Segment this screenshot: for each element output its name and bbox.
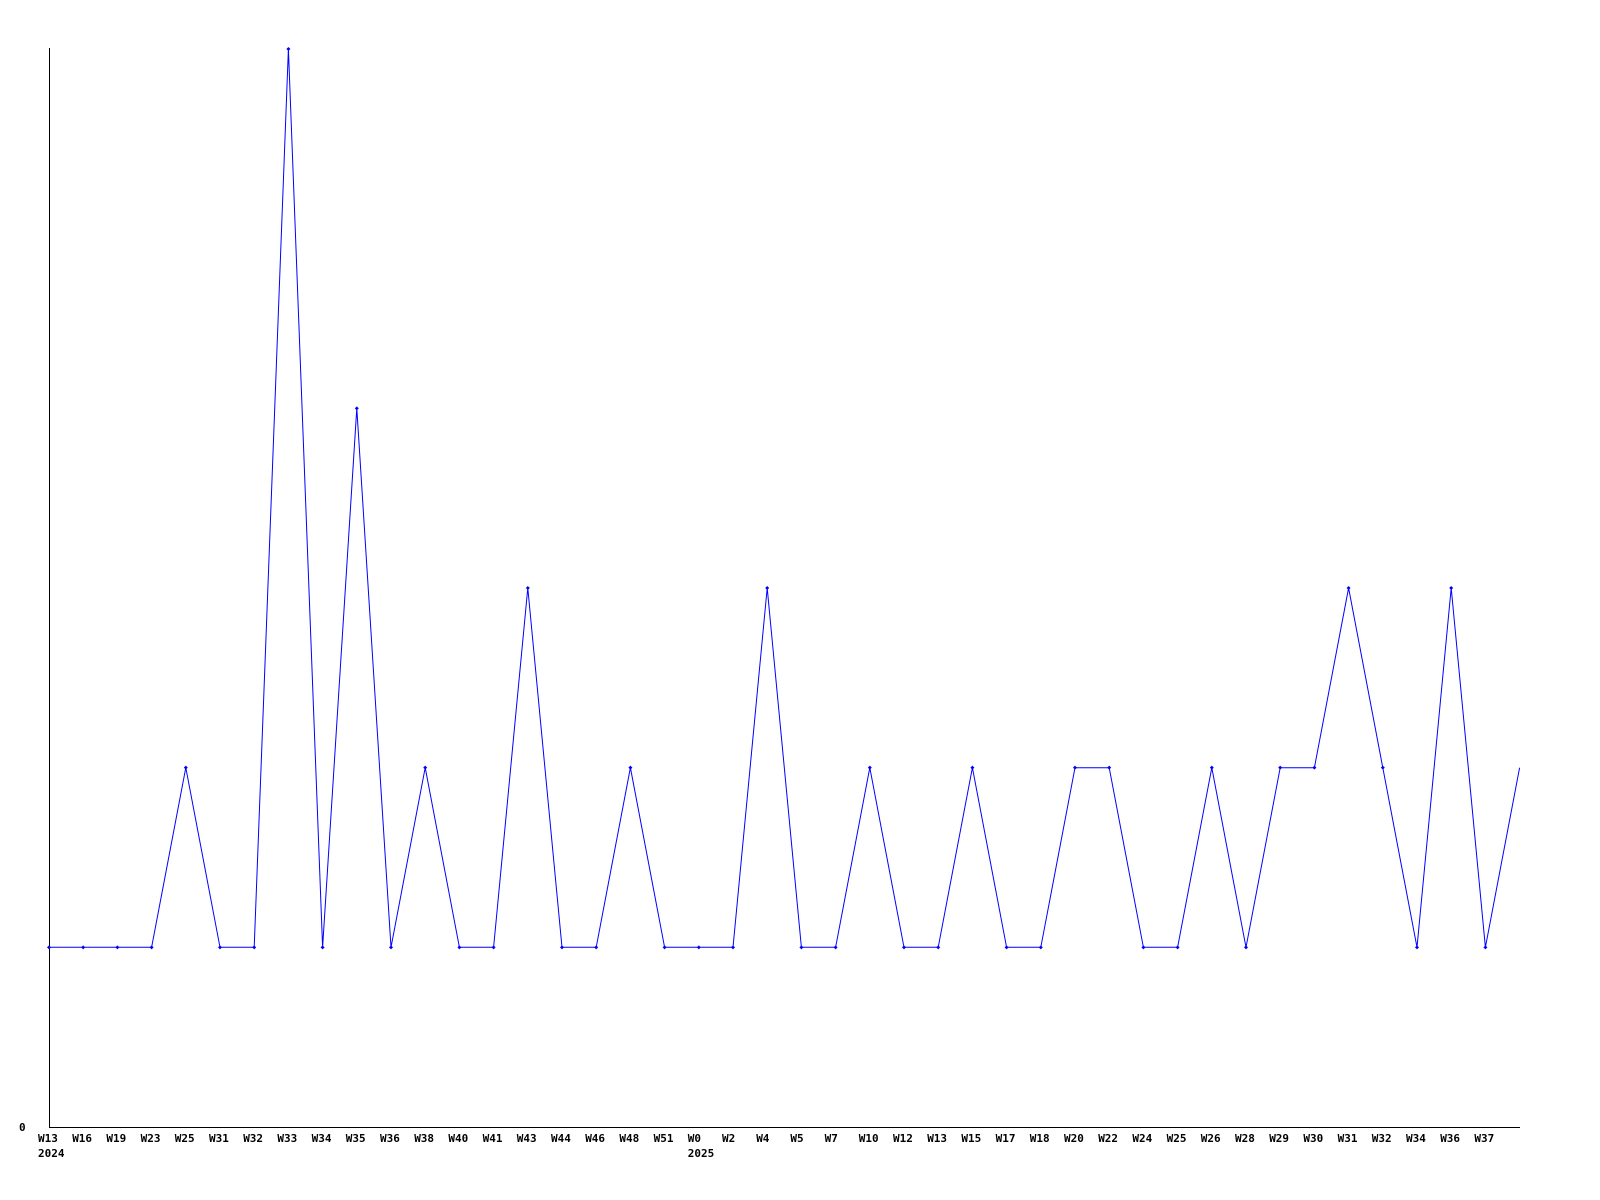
data-point [1004,945,1009,950]
x-tick-label: W37 [1474,1132,1494,1145]
x-tick-label: W36 [380,1132,400,1145]
data-point [1415,945,1419,950]
data-point [560,945,564,950]
x-tick-label: W44 [551,1132,571,1145]
x-tick-label: W48 [619,1132,639,1145]
data-point [354,406,359,411]
data-point [389,945,393,950]
x-tick-label: W34 [1406,1132,1426,1145]
x-tick-label: W43 [517,1132,537,1145]
data-point [457,945,462,950]
x-tick-label: W25 [175,1132,195,1145]
x-tick-label: W31 [1338,1132,1358,1145]
data-point [423,765,428,770]
data-point [1278,765,1283,770]
data-point [970,765,975,770]
x-tick-label: W22 [1098,1132,1118,1145]
data-point [731,945,735,950]
data-point [491,945,496,950]
x-tick-label: W40 [448,1132,468,1145]
data-point [183,765,188,770]
x-tick-label: W33 [277,1132,297,1145]
x-tick-label: W29 [1269,1132,1289,1145]
x-tick-label: W16 [72,1132,92,1145]
data-point [1038,945,1043,950]
year-label: 2024 [38,1147,65,1160]
x-tick-label: W31 [209,1132,229,1145]
y-tick-label: 0 [19,1121,26,1134]
data-point [149,945,154,950]
x-tick-label: W36 [1440,1132,1460,1145]
data-point [833,945,838,950]
x-tick-label: W34 [312,1132,332,1145]
data-point [594,945,599,950]
data-point [1209,765,1214,770]
x-tick-label: W24 [1132,1132,1152,1145]
x-tick-label: W35 [346,1132,366,1145]
x-tick-label: W46 [585,1132,605,1145]
x-tick-label: W38 [414,1132,434,1145]
data-point [696,945,701,950]
data-point [1449,586,1454,590]
x-tick-label: W2 [722,1132,735,1145]
year-label: 2025 [688,1147,715,1160]
x-tick-label: W13 [927,1132,947,1145]
x-tick-label: W0 [688,1132,701,1145]
x-tick-label: W28 [1235,1132,1255,1145]
x-tick-label: W13 [38,1132,58,1145]
data-point [47,945,51,950]
data-point [867,765,872,770]
data-point [799,945,804,950]
x-tick-label: W17 [996,1132,1016,1145]
x-tick-label: W5 [790,1132,803,1145]
data-point [1175,945,1180,950]
data-point [765,586,770,590]
data-point [218,945,222,950]
data-point [1141,945,1146,950]
data-point [1107,765,1112,770]
data-point [1244,945,1248,950]
data-point [936,945,941,950]
x-tick-label: W15 [961,1132,981,1145]
data-point [662,945,667,950]
data-point [902,945,906,950]
x-tick-label: W41 [483,1132,503,1145]
x-tick-label: W23 [141,1132,161,1145]
x-tick-label: W20 [1064,1132,1084,1145]
data-point [1380,765,1385,770]
data-point [81,945,86,950]
series-line-group [47,47,1521,950]
data-point [1073,765,1077,770]
x-tick-labels: W13 W16 W19 W23 W25 W31 W32 W33 W34 W35 W36 W38 W40 W… [38,1132,1494,1160]
data-point [628,765,633,770]
data-point [525,586,530,590]
x-tick-label: W32 [1372,1132,1392,1145]
x-tick-label: W51 [654,1132,674,1145]
data-point [320,945,325,950]
x-tick-label: W25 [1167,1132,1187,1145]
x-tick-label: W4 [756,1132,770,1145]
data-point [1346,586,1351,590]
x-tick-label: W32 [243,1132,263,1145]
x-tick-label: W30 [1303,1132,1323,1145]
data-point [1312,765,1317,770]
x-tick-label: W18 [1030,1132,1050,1145]
x-tick-label: W10 [859,1132,879,1145]
x-tick-label: W19 [106,1132,126,1145]
series-line [49,48,1521,948]
data-point [1483,945,1488,950]
x-tick-label: W7 [825,1132,838,1145]
data-point [286,47,291,51]
x-tick-label: W12 [893,1132,913,1145]
data-point [115,945,120,950]
x-tick-label: W26 [1201,1132,1221,1145]
data-point [252,945,257,950]
